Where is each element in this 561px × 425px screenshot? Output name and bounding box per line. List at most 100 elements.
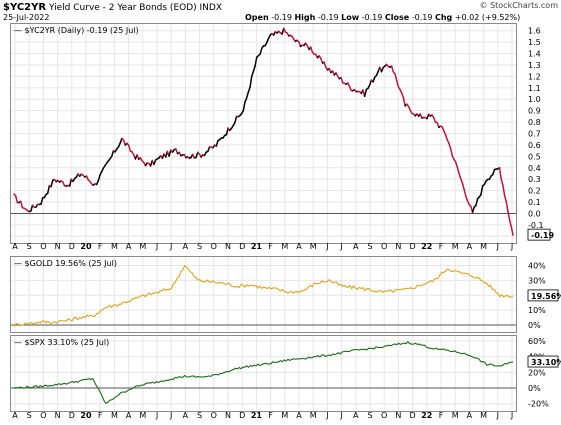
panel-legend: — $SPX 33.10% (25 Jul) bbox=[14, 338, 109, 347]
y-tick-label: 10% bbox=[528, 306, 546, 315]
x-tick-label: M bbox=[452, 411, 459, 420]
yc2yr-segment bbox=[508, 219, 513, 228]
last-value-tag bbox=[527, 228, 551, 241]
yc2yr-segment bbox=[395, 79, 400, 88]
yc2yr-segment bbox=[252, 65, 256, 73]
x-tick-label: D bbox=[239, 411, 245, 420]
yc2yr-segment bbox=[340, 76, 344, 84]
x-tick-label: M bbox=[281, 411, 288, 420]
x-tick-label: F bbox=[268, 242, 273, 251]
x-tick-label: 22 bbox=[421, 242, 432, 251]
x-tick-label: A bbox=[467, 242, 473, 251]
yc2yr-segment bbox=[400, 92, 405, 99]
x-tick-label: M bbox=[139, 242, 146, 251]
x-tick-label: N bbox=[395, 242, 401, 251]
x-tick-label: 21 bbox=[251, 242, 263, 251]
yc2yr-segment bbox=[234, 115, 238, 124]
yc2yr-segment bbox=[195, 151, 199, 159]
x-tick-label: A bbox=[296, 242, 302, 251]
x-tick-label: J bbox=[496, 242, 499, 251]
y-tick-label: 60% bbox=[528, 337, 546, 346]
yc2yr-segment bbox=[475, 198, 479, 207]
x-tick-label: F bbox=[98, 411, 103, 420]
last-value-label: -0.19 bbox=[531, 231, 554, 240]
x-tick-label: 21 bbox=[251, 411, 263, 420]
yc2yr-segment bbox=[245, 91, 250, 99]
y-tick-label: -20% bbox=[528, 400, 549, 409]
yc2yr-segment bbox=[500, 178, 504, 186]
y-tick-label: -0.1 bbox=[528, 221, 544, 230]
yc2yr-segment bbox=[465, 195, 469, 202]
open-value: -0.19 bbox=[271, 13, 292, 22]
legend-layer: — $YC2YR (Daily) -0.19 (25 Jul) — $GOLD 1… bbox=[14, 26, 139, 347]
x-tick-label: N bbox=[55, 242, 61, 251]
spx-panel bbox=[10, 335, 517, 412]
yc2yr-segment bbox=[454, 161, 459, 169]
x-tick-label: M bbox=[111, 242, 118, 251]
yc2yr-segment bbox=[111, 150, 115, 158]
yc2yr-segment bbox=[153, 159, 157, 166]
x-tick-label: J bbox=[510, 411, 513, 420]
x-tick-label: M bbox=[139, 411, 146, 420]
y-tick-label: 40% bbox=[528, 261, 546, 270]
x-tick-label: D bbox=[410, 242, 416, 251]
yc2yr-segment bbox=[402, 96, 406, 107]
y-tick-label: 1.2 bbox=[528, 72, 541, 81]
panel-legend: — $GOLD 19.56% (25 Jul) bbox=[14, 259, 117, 268]
last-value-label: 33.10% bbox=[531, 358, 561, 367]
chart-date: 25-Jul-2022 bbox=[3, 13, 50, 22]
y-tick-label: 0.4 bbox=[528, 164, 541, 173]
x-tick-label: S bbox=[197, 411, 202, 420]
x-tick-label: M bbox=[452, 242, 459, 251]
gold-panel bbox=[10, 256, 517, 333]
x-tick-label: D bbox=[239, 242, 245, 251]
yc2yr-segment bbox=[320, 57, 324, 64]
close-label: Close bbox=[384, 13, 410, 22]
y-tick-label: 30% bbox=[528, 276, 546, 285]
yc2yr-segment bbox=[363, 88, 368, 98]
yc2yr-segment bbox=[207, 146, 211, 153]
x-tick-label: O bbox=[211, 242, 217, 251]
symbol-label: $YC2YR bbox=[3, 2, 47, 13]
x-tick-label: J bbox=[325, 242, 328, 251]
yc2yr-segment bbox=[448, 142, 452, 150]
y-tick-label: 0.2 bbox=[528, 187, 541, 196]
y-tick-label: 1.3 bbox=[528, 61, 541, 70]
yc2yr-segment bbox=[249, 75, 253, 89]
axis-layer: AASSOONNDD2020FFMMAAMMJJJJAASSOONNDD2121… bbox=[12, 27, 561, 420]
chart-title: Yield Curve - 2 Year Bonds (EOD) bbox=[48, 3, 197, 13]
high-label: High bbox=[294, 13, 316, 22]
y-tick-label: 0.9 bbox=[528, 107, 541, 116]
yc2yr-segment bbox=[463, 188, 467, 197]
yc2yr-segment bbox=[461, 182, 465, 191]
yc2yr-segment bbox=[390, 65, 395, 73]
yc2yr-segment bbox=[471, 206, 475, 214]
y-tick-label: 0.7 bbox=[528, 130, 541, 139]
x-tick-label: A bbox=[12, 411, 18, 420]
x-tick-label: M bbox=[310, 242, 317, 251]
x-tick-label: F bbox=[439, 411, 444, 420]
y-tick-label: 1.6 bbox=[528, 27, 541, 36]
x-tick-label: D bbox=[69, 411, 75, 420]
x-tick-label: O bbox=[381, 411, 387, 420]
x-tick-label: M bbox=[111, 411, 118, 420]
chg-value: +0.02 (+9.52%) bbox=[454, 13, 521, 22]
x-tick-label: D bbox=[410, 411, 416, 420]
x-tick-label: J bbox=[339, 242, 342, 251]
yc2yr-segment bbox=[215, 139, 219, 147]
yc2yr-segment bbox=[30, 204, 34, 212]
low-label: Low bbox=[341, 13, 360, 22]
open-label: Open bbox=[245, 13, 269, 22]
x-tick-label: A bbox=[353, 411, 359, 420]
series-layer bbox=[13, 27, 514, 404]
yc2yr-segment bbox=[507, 210, 511, 221]
x-tick-label: J bbox=[169, 411, 172, 420]
x-tick-label: M bbox=[281, 242, 288, 251]
yc2yr-segment bbox=[505, 201, 509, 213]
x-tick-label: S bbox=[197, 242, 202, 251]
x-tick-label: F bbox=[98, 242, 103, 251]
last-value-tag bbox=[527, 289, 559, 302]
yc2yr-segment bbox=[444, 133, 449, 141]
yc2yr-segment bbox=[50, 179, 54, 188]
